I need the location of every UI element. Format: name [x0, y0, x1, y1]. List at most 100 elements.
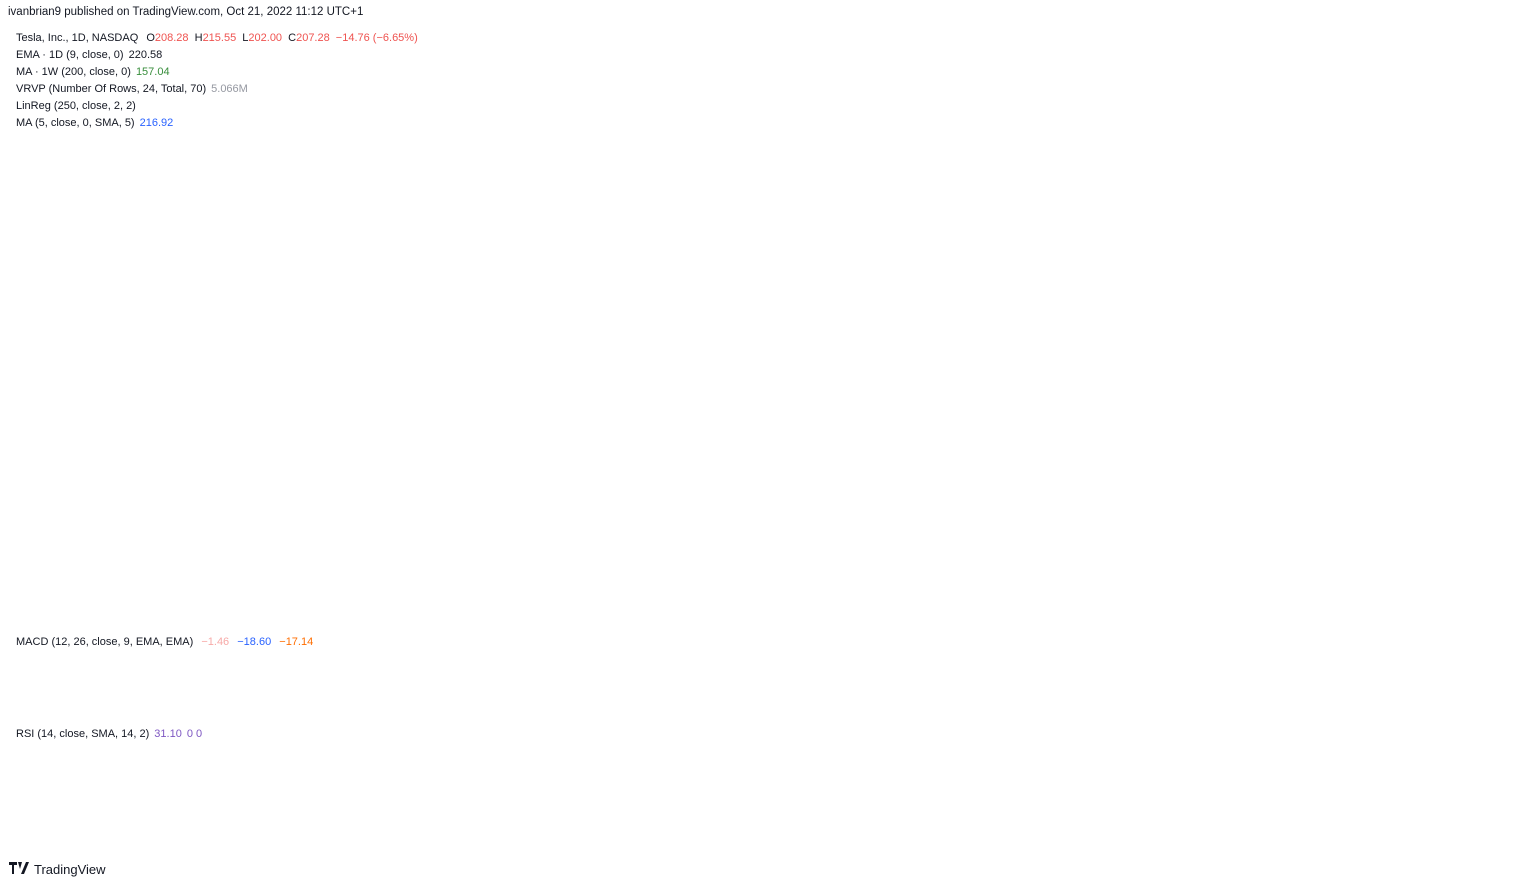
macd-histogram-bar	[289, 676, 294, 687]
price-tick-label: 380.00	[1476, 85, 1510, 97]
candle-body	[791, 352, 796, 367]
linreg-lower-line	[9, 291, 1467, 491]
candle-body	[250, 159, 256, 162]
macd-histogram-bar	[1150, 676, 1155, 685]
macd-histogram-bar	[991, 665, 996, 676]
ohlc-values: O208.28 H215.55 L202.00 C207.28 −14.76 (…	[146, 32, 418, 44]
macd-histogram-bar	[173, 675, 178, 677]
macd-histogram-bar	[412, 660, 417, 676]
candle-body	[351, 232, 356, 255]
candle-body	[841, 352, 847, 376]
macd-histogram-bar	[1404, 676, 1409, 685]
linreg-upper-line	[9, 41, 1467, 173]
vrvp-legend[interactable]: VRVP (Number Of Rows, 24, Total, 70) 5.06…	[16, 83, 248, 95]
candle-body	[357, 226, 362, 232]
candle-body	[445, 270, 450, 292]
macd-histogram-bar	[622, 676, 627, 688]
macd-histogram-bar	[1324, 676, 1329, 684]
candle-body	[99, 191, 105, 202]
rsi-tick-label: 60.00	[1476, 746, 1504, 758]
volume-profile-row	[1151, 254, 1464, 286]
candle-body	[1042, 308, 1048, 320]
candle-body	[671, 179, 677, 181]
price-axis-badge	[1468, 394, 1520, 411]
change-value: −14.76 (−6.65%)	[335, 32, 418, 44]
candle-body	[678, 181, 683, 217]
macd-histogram-bar	[209, 676, 214, 680]
macd-histogram-bar	[542, 668, 547, 676]
candle-body	[1306, 236, 1312, 265]
candle-body	[112, 178, 117, 205]
macd-histogram-bar	[723, 676, 728, 685]
time-tick-label: Oct	[1376, 836, 1393, 848]
candle-body	[690, 214, 696, 256]
macd-histogram-bar	[1114, 676, 1119, 681]
ma200-legend[interactable]: MA · 1W (200, close, 0) 157.04	[16, 66, 170, 78]
candle-body	[389, 252, 394, 269]
candle-body	[885, 351, 891, 360]
macd-histogram-bar	[86, 670, 91, 676]
rsi-legend[interactable]: RSI (14, close, SMA, 14, 2) 31.10 0 0	[16, 728, 203, 740]
candle-body	[1376, 316, 1381, 348]
macd-histogram-bar	[1165, 676, 1170, 686]
candle-body	[646, 183, 652, 195]
candle-body	[1401, 355, 1406, 387]
macd-signal-line	[13, 640, 1463, 707]
linreg-legend[interactable]: LinReg (250, close, 2, 2)	[16, 100, 136, 112]
macd-histogram-bar	[1157, 676, 1162, 685]
candle-body	[1281, 234, 1287, 253]
price-tick-label: 360.00	[1476, 121, 1510, 133]
ma5-legend[interactable]: MA (5, close, 0, SMA, 5) 216.92	[16, 117, 174, 129]
price-tick-label: 340.00	[1476, 157, 1510, 169]
macd-histogram-bar	[14, 676, 18, 680]
candle-body	[1426, 382, 1431, 391]
candle-body	[1413, 377, 1419, 393]
macd-histogram-bar	[441, 660, 446, 676]
macd-histogram-bar	[955, 668, 960, 676]
candle-body	[1231, 271, 1236, 280]
macd-histogram-bar	[491, 660, 496, 676]
candle-body	[156, 222, 161, 240]
candle-body	[1262, 264, 1268, 266]
volume-profile-row	[1066, 236, 1464, 268]
macd-histogram-bar	[462, 660, 467, 676]
macd-histogram-bar	[245, 676, 250, 685]
macd-histogram-bar	[274, 676, 279, 687]
candle-body	[1118, 230, 1123, 232]
candle-body	[1300, 233, 1306, 237]
candle-body	[194, 121, 199, 136]
price-tick-label: 160.00	[1476, 482, 1510, 494]
macd-histogram-bar	[839, 672, 844, 676]
candle-body	[847, 347, 853, 356]
candle-body	[307, 225, 312, 237]
candle-body	[131, 208, 136, 221]
candle-body	[1049, 297, 1054, 315]
macd-histogram-bar	[1194, 676, 1199, 686]
candle-body	[810, 368, 815, 385]
macd-histogram-bar	[1223, 676, 1228, 683]
candle-body	[1074, 250, 1079, 278]
macd-tick-label: 0.00	[1476, 671, 1497, 683]
ema-legend[interactable]: EMA · 1D (9, close, 0) 220.58	[16, 49, 163, 61]
macd-histogram-bar	[557, 674, 561, 676]
candle-body	[502, 270, 507, 276]
macd-legend[interactable]: MACD (12, 26, close, 9, EMA, EMA) −1.46 …	[16, 636, 314, 648]
macd-histogram-bar	[745, 676, 750, 681]
candle-body	[797, 368, 803, 382]
macd-histogram-bar	[1085, 676, 1090, 677]
candle-body	[143, 224, 149, 238]
candle-body	[93, 165, 98, 192]
candle-body	[477, 279, 482, 282]
candle-body	[822, 379, 828, 398]
candle-body	[231, 115, 237, 129]
candle-body	[577, 162, 583, 174]
candle-body	[332, 238, 337, 257]
candle-body	[483, 268, 488, 283]
candle-body	[665, 179, 671, 183]
tradingview-logo[interactable]: TradingView	[9, 862, 106, 877]
candle-body	[1162, 248, 1167, 255]
candle-body	[558, 179, 564, 213]
macd-histogram-bar	[1013, 665, 1018, 676]
macd-histogram-bar	[137, 672, 142, 676]
